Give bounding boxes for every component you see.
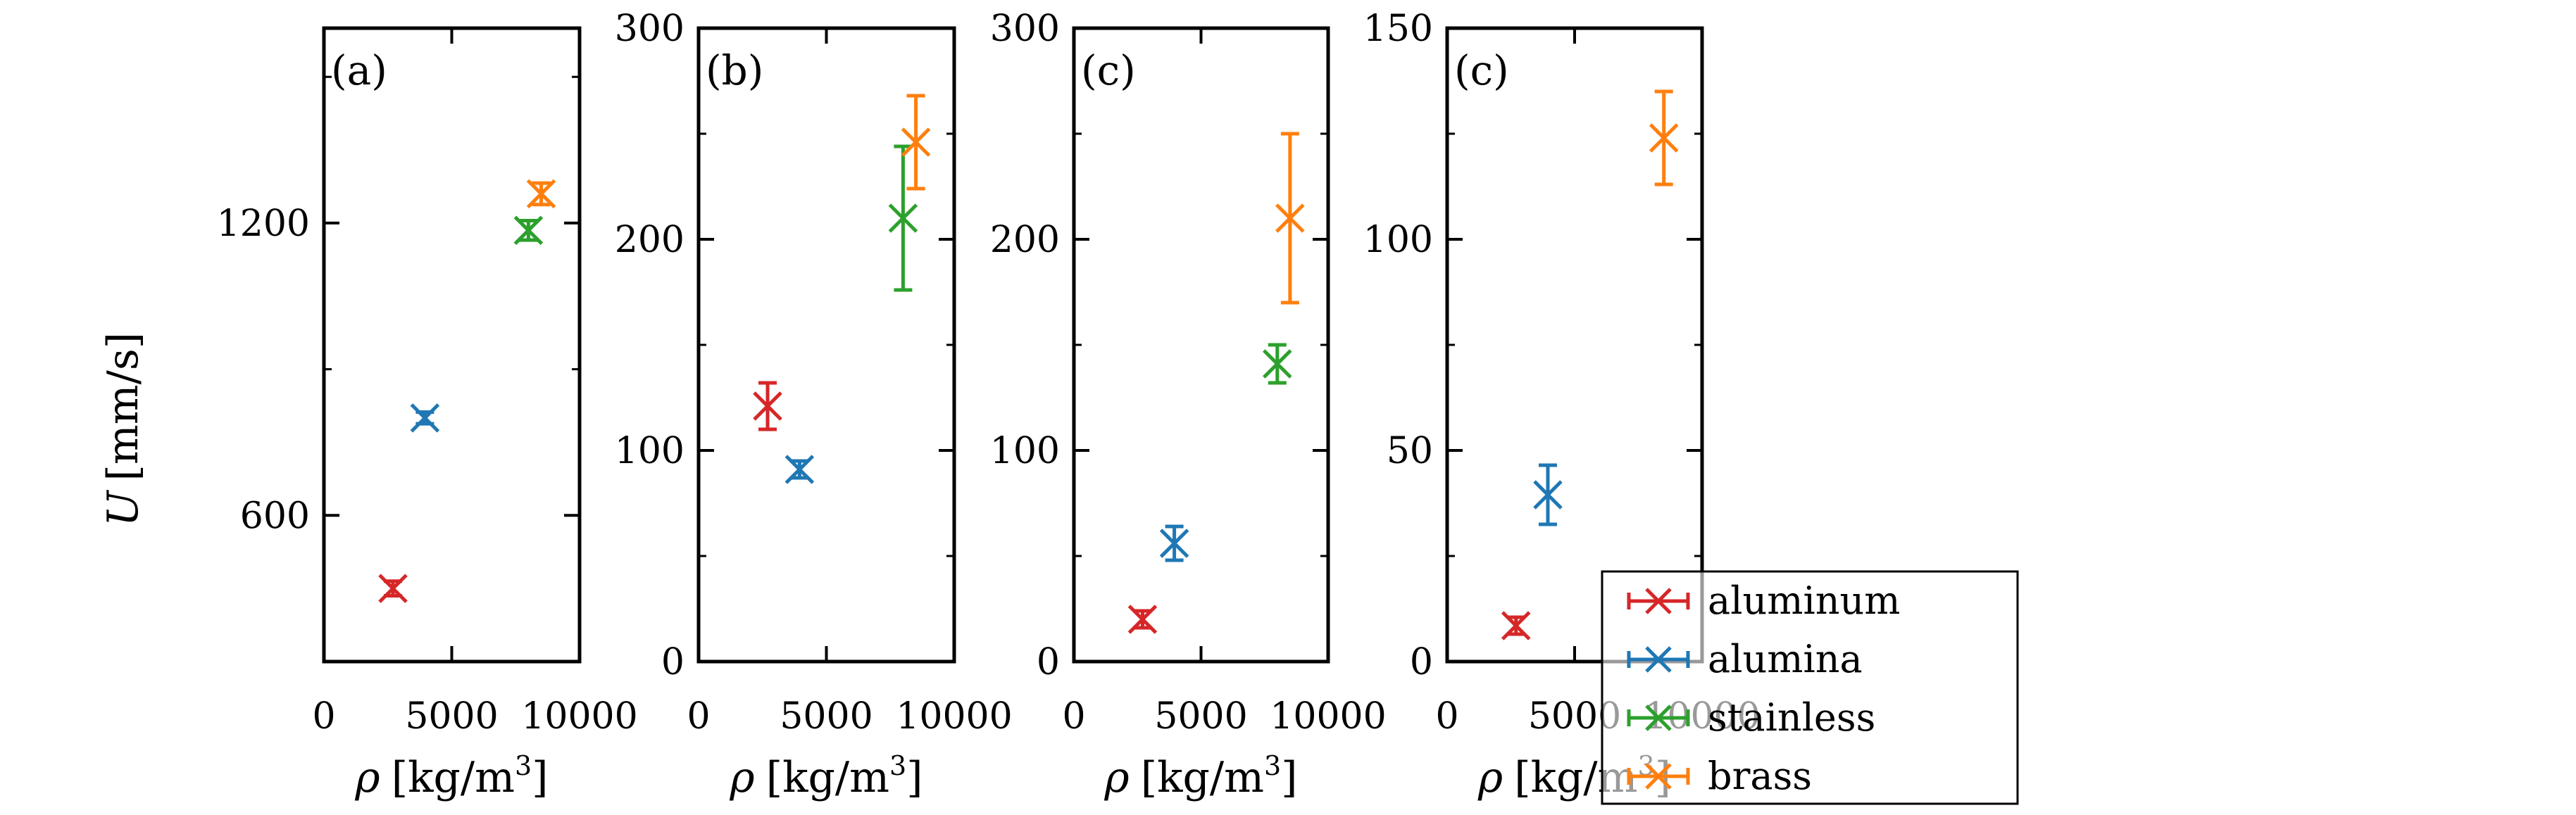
y-tick-label: 300 — [990, 8, 1060, 50]
x-axis-label-exponent: 3 — [1264, 750, 1281, 781]
legend-marker — [1645, 646, 1672, 673]
x-tick-label: 0 — [687, 695, 710, 738]
marker-x — [784, 455, 815, 484]
legend-marker — [1645, 705, 1672, 731]
y-axis-label: U [mm/s] — [99, 332, 148, 526]
data-point-stainless — [888, 144, 918, 292]
data-point-alumina — [1159, 524, 1189, 562]
marker-x — [1501, 611, 1531, 640]
marker-x — [901, 127, 931, 157]
y-tick-label: 200 — [615, 219, 684, 261]
x-tick-label: 5000 — [405, 695, 498, 738]
y-tick-label: 0 — [1410, 641, 1433, 683]
panel-label: (c) — [1081, 46, 1136, 94]
legend-label: stainless — [1708, 695, 1875, 740]
marker-x — [1127, 605, 1158, 634]
data-point-alumina — [410, 403, 440, 433]
x-axis-label: ρ[kg/m3] — [1103, 750, 1297, 802]
x-tick-label: 10000 — [896, 695, 1012, 738]
legend-item-alumina: alumina — [1627, 637, 1863, 681]
x-axis-label-exponent: 3 — [515, 750, 532, 781]
x-axis-label-unit: [kg/m — [392, 753, 515, 802]
x-tick-label: 0 — [1062, 695, 1085, 738]
y-tick-label: 50 — [1387, 430, 1433, 472]
data-point-brass — [526, 179, 556, 209]
marker-x — [1533, 480, 1563, 510]
x-axis-label-close: ] — [532, 753, 548, 802]
legend-label: alumina — [1708, 637, 1863, 681]
marker-x — [1159, 529, 1189, 558]
legend-label: brass — [1708, 754, 1812, 798]
x-axis-label-close: ] — [906, 753, 923, 802]
x-axis-label-unit: [kg/m — [1141, 753, 1264, 802]
x-tick-label: 0 — [1435, 695, 1458, 738]
y-tick-label: 0 — [1037, 641, 1060, 683]
y-tick-label: 0 — [661, 641, 684, 683]
marker-x — [526, 179, 556, 209]
data-point-brass — [1275, 132, 1305, 305]
x-axis-label-exponent: 3 — [889, 750, 906, 781]
data-point-brass — [901, 94, 931, 191]
legend: aluminum alumina stainless brass — [1601, 570, 2019, 805]
marker-x — [1275, 203, 1305, 233]
y-tick-label: 150 — [1363, 8, 1433, 50]
y-tick-label: 100 — [615, 430, 684, 472]
x-axis-label-variable: ρ — [354, 753, 380, 802]
x-tick-label: 5000 — [780, 695, 873, 738]
marker-x — [513, 215, 544, 246]
y-tick-label: 300 — [615, 8, 684, 50]
data-point-stainless — [1263, 343, 1292, 385]
panel-frame — [322, 26, 582, 664]
x-axis-label-variable: ρ — [1477, 753, 1503, 802]
panel-frame — [1072, 26, 1330, 664]
y-tick-label: 100 — [1363, 219, 1433, 261]
data-point-brass — [1649, 89, 1679, 187]
legend-item-aluminum: aluminum — [1627, 579, 1900, 623]
marker-x — [410, 403, 440, 433]
panel-2: 0 5000 10000 0 100 200 300 (b) ρ [kg/m3] — [615, 8, 1013, 802]
marker-x — [378, 574, 408, 603]
x-tick-label: 5000 — [1154, 695, 1247, 738]
panel-3: 0 5000 10000 0 100 200 300 (c) ρ [kg/m3] — [990, 8, 1387, 802]
y-tick-label: 1200 — [217, 203, 310, 245]
x-axis-label: ρ[kg/m3] — [729, 750, 923, 802]
y-tick-label: 100 — [990, 430, 1060, 472]
y-axis-label-variable: U — [99, 489, 148, 526]
data-point-stainless — [513, 215, 544, 246]
marker-x — [1263, 349, 1292, 379]
legend-label: aluminum — [1708, 579, 1900, 623]
legend-frame — [1601, 570, 2019, 805]
y-tick-label: 600 — [240, 495, 310, 537]
data-point-aluminum — [1501, 611, 1531, 640]
x-tick-label: 0 — [312, 695, 335, 738]
x-axis-label-variable: ρ — [1103, 753, 1129, 802]
panel-label: (a) — [331, 46, 387, 94]
legend-marker — [1645, 763, 1672, 790]
panel-1: 0 5000 10000 600 1200 (a) ρ [kg/m3] — [217, 26, 638, 802]
x-axis-label-close: ] — [1281, 753, 1297, 802]
data-point-aluminum — [378, 574, 408, 603]
marker-x — [753, 391, 782, 421]
y-tick-label: 200 — [990, 219, 1060, 261]
x-axis-label-variable: ρ — [729, 753, 754, 802]
marker-x — [1649, 123, 1679, 153]
data-point-aluminum — [1127, 605, 1158, 634]
data-point-alumina — [784, 455, 815, 484]
x-tick-label: 10000 — [521, 695, 637, 738]
legend-item-stainless: stainless — [1627, 695, 1875, 740]
legend-item-brass: brass — [1627, 754, 1812, 798]
panel-label: (b) — [706, 46, 763, 94]
panel-label: (c) — [1454, 46, 1509, 94]
legend-marker — [1645, 588, 1672, 614]
x-tick-label: 10000 — [1270, 695, 1386, 738]
x-axis-label: ρ[kg/m3] — [354, 750, 548, 802]
y-axis-label-unit: [mm/s] — [99, 332, 148, 481]
marker-x — [888, 203, 918, 233]
data-point-aluminum — [753, 381, 782, 431]
x-axis-label-unit: [kg/m — [766, 753, 889, 802]
data-point-alumina — [1533, 463, 1563, 526]
